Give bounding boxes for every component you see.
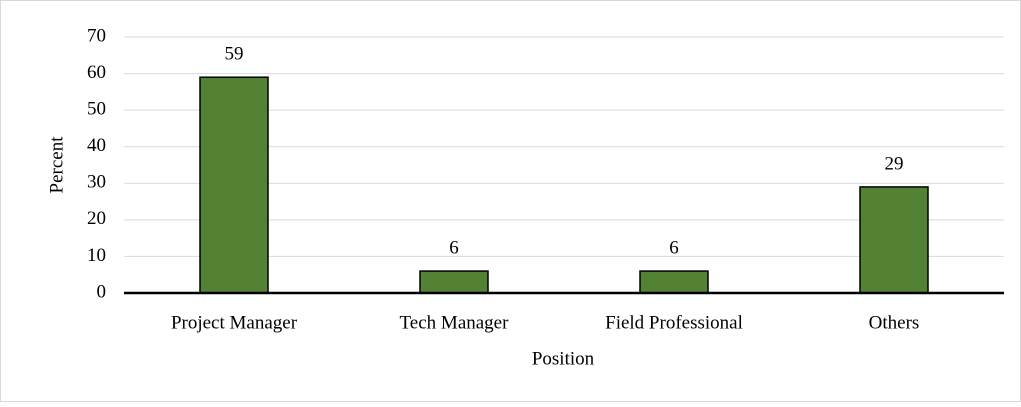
y-tick-label: 50 (87, 99, 106, 120)
x-tick-label: Others (869, 312, 920, 333)
y-axis-label: Percent (46, 136, 67, 194)
bar (419, 270, 489, 294)
x-axis-label: Position (532, 348, 595, 369)
data-label: 6 (669, 237, 679, 258)
y-tick-label: 60 (87, 62, 106, 83)
y-tick-label: 10 (87, 245, 106, 266)
x-tick-label: Project Manager (171, 312, 298, 333)
bar (859, 186, 929, 294)
y-tick-label: 20 (87, 208, 106, 229)
y-tick-label: 40 (87, 135, 106, 156)
data-label: 29 (885, 153, 904, 174)
data-label: 59 (225, 44, 244, 65)
x-tick-label: Field Professional (605, 312, 743, 333)
bar (639, 270, 709, 294)
y-tick-label: 30 (87, 172, 106, 193)
bar (199, 76, 269, 294)
x-tick-label: Tech Manager (400, 312, 510, 333)
y-tick-label: 0 (97, 281, 107, 302)
y-tick-label: 70 (87, 25, 106, 46)
data-label: 6 (449, 237, 459, 258)
